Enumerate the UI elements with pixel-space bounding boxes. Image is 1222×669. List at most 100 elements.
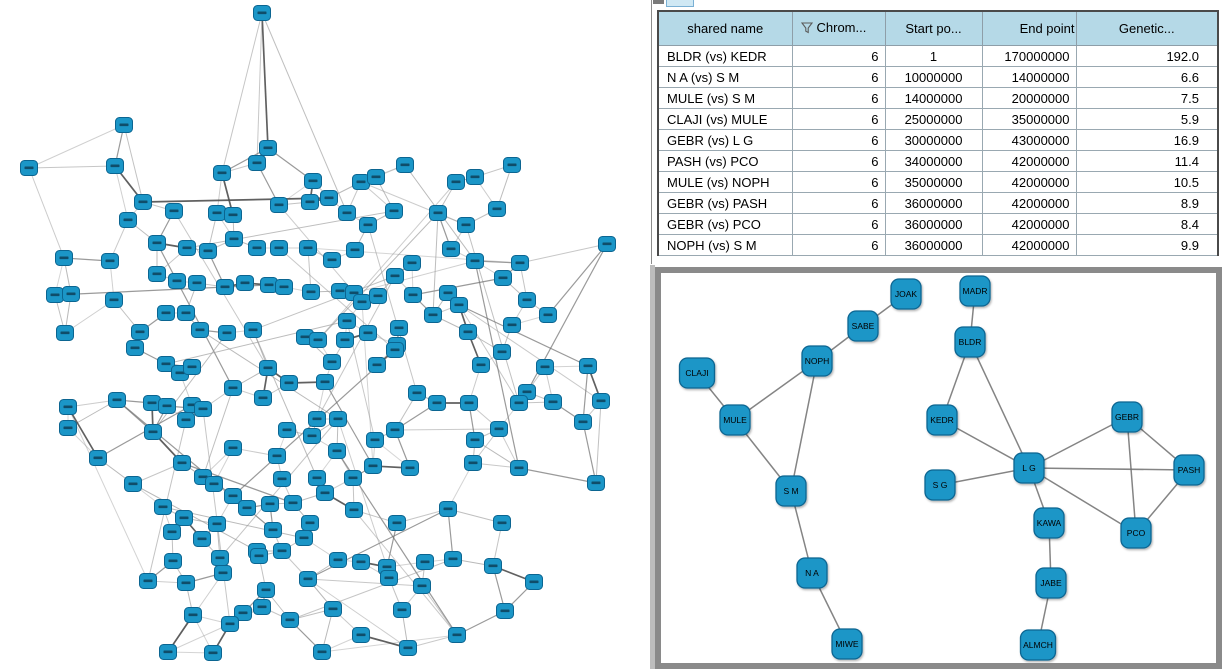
network-node[interactable] bbox=[281, 612, 299, 628]
network-node[interactable] bbox=[173, 455, 191, 471]
network-node[interactable] bbox=[208, 516, 226, 532]
table-cell[interactable]: 42000000 bbox=[982, 234, 1077, 256]
network-node[interactable] bbox=[316, 485, 334, 501]
table-cell[interactable]: 8.4 bbox=[1076, 213, 1219, 235]
network-node[interactable] bbox=[131, 324, 149, 340]
network-node[interactable] bbox=[211, 550, 229, 566]
network-node[interactable] bbox=[259, 360, 277, 376]
table-cell[interactable]: 6 bbox=[792, 213, 886, 235]
table-row[interactable]: GEBR (vs) PCO 6 36000000 42000000 8.4 bbox=[658, 213, 1219, 235]
network-node[interactable] bbox=[320, 190, 338, 206]
network-node[interactable] bbox=[488, 201, 506, 217]
network-node[interactable] bbox=[493, 344, 511, 360]
table-cell[interactable]: 30000000 bbox=[885, 129, 983, 151]
network-node[interactable] bbox=[472, 357, 490, 373]
network-node[interactable] bbox=[369, 288, 387, 304]
network-node[interactable] bbox=[304, 173, 322, 189]
network-node[interactable] bbox=[143, 395, 161, 411]
network-node[interactable] bbox=[390, 320, 408, 336]
table-row[interactable]: CLAJI (vs) MULE 6 25000000 35000000 5.9 bbox=[658, 108, 1219, 130]
network-node[interactable] bbox=[359, 217, 377, 233]
table-row[interactable]: GEBR (vs) L G 6 30000000 43000000 16.9 bbox=[658, 129, 1219, 151]
table-cell[interactable]: 6 bbox=[792, 87, 886, 109]
table-row[interactable]: MULE (vs) S M 6 14000000 20000000 7.5 bbox=[658, 87, 1219, 109]
table-cell[interactable]: MULE (vs) NOPH bbox=[658, 171, 793, 193]
network-node[interactable] bbox=[525, 574, 543, 590]
table-cell[interactable]: 20000000 bbox=[982, 87, 1077, 109]
subnetwork-canvas[interactable]: JOAK SABE MADR BLDR NOPH CLAJI MULE KEDR GEBR L G… bbox=[661, 273, 1216, 663]
network-node[interactable] bbox=[270, 197, 288, 213]
network-node[interactable] bbox=[460, 395, 478, 411]
network-node[interactable] bbox=[352, 174, 370, 190]
table-cell[interactable]: 43000000 bbox=[982, 129, 1077, 151]
network-node[interactable] bbox=[55, 250, 73, 266]
table-cell[interactable]: BLDR (vs) KEDR bbox=[658, 45, 793, 67]
table-cell[interactable]: 6 bbox=[792, 192, 886, 214]
subnetwork-edge[interactable] bbox=[1126, 416, 1137, 534]
network-node[interactable] bbox=[224, 488, 242, 504]
network-node[interactable] bbox=[254, 390, 272, 406]
network-node[interactable] bbox=[544, 394, 562, 410]
table-cell[interactable]: 6 bbox=[792, 234, 886, 256]
network-node[interactable] bbox=[444, 551, 462, 567]
subnetwork-node-madr[interactable]: MADR bbox=[959, 275, 991, 307]
network-node[interactable] bbox=[273, 471, 291, 487]
network-node[interactable] bbox=[403, 255, 421, 271]
network-node[interactable] bbox=[273, 543, 291, 559]
network-node[interactable] bbox=[224, 207, 242, 223]
subnetwork-node-kedr[interactable]: KEDR bbox=[926, 404, 958, 436]
subnetwork-edge[interactable] bbox=[1028, 416, 1128, 469]
table-header-cell-start-position[interactable]: Start po... bbox=[885, 11, 983, 46]
network-node[interactable] bbox=[108, 392, 126, 408]
network-node[interactable] bbox=[126, 340, 144, 356]
network-node[interactable] bbox=[257, 582, 275, 598]
network-node[interactable] bbox=[216, 279, 234, 295]
network-node[interactable] bbox=[124, 476, 142, 492]
network-node[interactable] bbox=[56, 325, 74, 341]
network-node[interactable] bbox=[385, 203, 403, 219]
network-node[interactable] bbox=[253, 599, 271, 615]
network-node[interactable] bbox=[278, 422, 296, 438]
network-node[interactable] bbox=[429, 205, 447, 221]
network-node[interactable] bbox=[323, 354, 341, 370]
table-cell[interactable]: 6 bbox=[792, 171, 886, 193]
network-node[interactable] bbox=[213, 165, 231, 181]
network-node[interactable] bbox=[144, 424, 162, 440]
network-node[interactable] bbox=[359, 325, 377, 341]
table-cell[interactable]: 6 bbox=[792, 150, 886, 172]
network-node[interactable] bbox=[511, 255, 529, 271]
table-cell[interactable]: 11.4 bbox=[1076, 150, 1219, 172]
network-node[interactable] bbox=[59, 399, 77, 415]
network-node[interactable] bbox=[157, 305, 175, 321]
network-node[interactable] bbox=[177, 412, 195, 428]
network-node[interactable] bbox=[386, 268, 404, 284]
table-cell[interactable]: 16.9 bbox=[1076, 129, 1219, 151]
table-row[interactable]: NOPH (vs) S M 6 36000000 42000000 9.9 bbox=[658, 234, 1219, 256]
network-node[interactable] bbox=[119, 212, 137, 228]
table-cell[interactable]: 36000000 bbox=[885, 192, 983, 214]
subnetwork-node-sabe[interactable]: SABE bbox=[847, 310, 879, 342]
network-node[interactable] bbox=[165, 203, 183, 219]
table-cell[interactable]: 6 bbox=[792, 108, 886, 130]
network-node[interactable] bbox=[345, 502, 363, 518]
network-node[interactable] bbox=[466, 432, 484, 448]
network-node[interactable] bbox=[244, 322, 262, 338]
network-node[interactable] bbox=[20, 160, 38, 176]
network-node[interactable] bbox=[447, 174, 465, 190]
table-cell[interactable]: 1 bbox=[885, 45, 983, 67]
table-cell[interactable]: CLAJI (vs) MULE bbox=[658, 108, 793, 130]
table-header-cell-chromosome[interactable]: Chrom... bbox=[792, 11, 886, 46]
subnetwork-edge[interactable] bbox=[1028, 467, 1190, 471]
table-cell[interactable]: 10000000 bbox=[885, 66, 983, 88]
subnetwork-node-pash[interactable]: PASH bbox=[1173, 454, 1205, 486]
network-node[interactable] bbox=[399, 640, 417, 656]
network-node[interactable] bbox=[301, 194, 319, 210]
network-node[interactable] bbox=[299, 240, 317, 256]
subnetwork-node-claji[interactable]: CLAJI bbox=[678, 357, 716, 389]
subnetwork-node-pco[interactable]: PCO bbox=[1120, 517, 1152, 549]
network-node[interactable] bbox=[193, 531, 211, 547]
network-node[interactable] bbox=[393, 602, 411, 618]
table-cell[interactable]: 35000000 bbox=[885, 171, 983, 193]
table-cell[interactable]: MULE (vs) S M bbox=[658, 87, 793, 109]
table-cell[interactable]: 42000000 bbox=[982, 171, 1077, 193]
